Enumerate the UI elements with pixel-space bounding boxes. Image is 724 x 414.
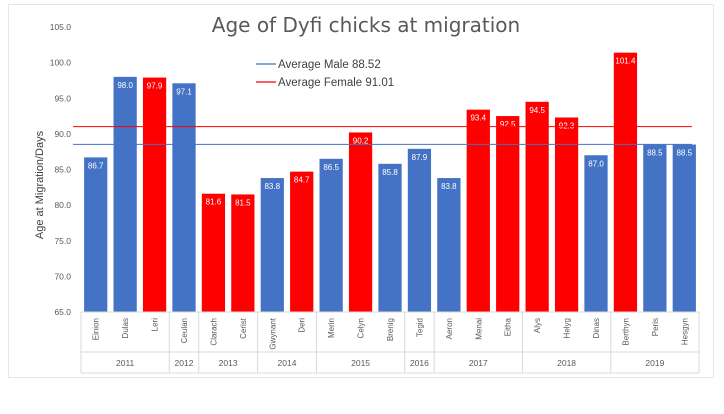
category-label: Dulas — [121, 318, 130, 338]
category-label: Gwynant — [268, 317, 277, 349]
y-tick-label: 100.0 — [50, 58, 72, 68]
category-label: Cerist — [239, 317, 248, 339]
y-tick-label: 85.0 — [54, 165, 71, 175]
bar-value-label: 86.7 — [88, 161, 104, 170]
bar-value-label: 93.4 — [470, 114, 486, 123]
category-label: Eitha — [504, 317, 513, 336]
year-group-label: 2016 — [410, 358, 429, 368]
bar-value-label: 92.3 — [559, 121, 575, 130]
year-group-label: 2019 — [645, 358, 664, 368]
bar-value-label: 87.0 — [588, 159, 604, 168]
y-tick-label: 65.0 — [54, 307, 71, 317]
year-group-label: 2017 — [469, 358, 488, 368]
year-group-label: 2018 — [557, 358, 576, 368]
category-label: Helyg — [563, 318, 572, 338]
bar — [496, 116, 520, 312]
year-group-label: 2013 — [219, 358, 238, 368]
bar-value-label: 87.9 — [412, 153, 428, 162]
bar — [142, 77, 167, 313]
year-group-label: 2015 — [351, 358, 370, 368]
bar-value-label: 88.5 — [647, 149, 663, 158]
bar — [554, 117, 579, 312]
chart-frame: Age of Dyfi chicks at migration Age at M… — [8, 4, 714, 378]
category-label: Brenig — [386, 318, 395, 341]
y-tick-label: 70.0 — [54, 271, 71, 281]
bars: 86.7 98.0 97.9 97.1 81.6 81.5 83.8 84.7 86.5 90.2… — [84, 52, 696, 313]
category-label: Einion — [92, 318, 101, 340]
category-label: Celyn — [357, 318, 366, 338]
bar — [584, 155, 608, 312]
bar — [84, 157, 108, 312]
category-label: Berthyn — [621, 318, 630, 346]
category-label: Aeron — [445, 318, 454, 339]
category-label: Peris — [651, 318, 660, 336]
bar-value-label: 101.4 — [615, 57, 636, 66]
y-tick-label: 90.0 — [54, 129, 71, 139]
y-tick-label: 75.0 — [54, 236, 71, 246]
y-tick-label: 80.0 — [54, 200, 71, 210]
category-label: Tegid — [415, 318, 424, 337]
bar-value-label: 98.0 — [117, 81, 133, 90]
bar — [231, 194, 255, 312]
bar — [407, 148, 432, 312]
category-label: Leri — [151, 318, 160, 332]
category-label: Merin — [327, 318, 336, 338]
legend-entry: Average Male 88.52 — [278, 59, 381, 71]
bar-value-label: 88.5 — [676, 149, 692, 158]
bar-value-label: 83.8 — [441, 182, 457, 191]
bar-value-label: 83.8 — [264, 182, 280, 191]
y-axis-label: Age at Migration/Days — [34, 130, 46, 239]
bar — [525, 101, 549, 312]
bar — [172, 83, 196, 312]
y-axis-ticks: 65.0 70.0 75.0 80.0 85.0 90.0 95.0 100.0 105.0 — [50, 22, 72, 317]
bar-value-label: 90.2 — [353, 136, 369, 145]
bar-value-label: 85.8 — [382, 168, 398, 177]
bar-value-label: 81.5 — [235, 198, 251, 207]
year-group-label: 2012 — [175, 358, 194, 368]
bar — [672, 144, 696, 312]
legend: Average Male 88.52 Average Female 91.01 — [256, 59, 394, 89]
y-tick-label: 105.0 — [50, 22, 72, 32]
year-group-label: 2011 — [116, 358, 135, 368]
legend-entry: Average Female 91.01 — [278, 77, 394, 89]
bar — [260, 178, 284, 312]
bar-value-label: 92.5 — [500, 120, 516, 129]
category-label: Hesgyn — [680, 318, 689, 345]
bar — [201, 193, 226, 312]
category-label: Clarach — [209, 318, 218, 346]
category-label: Alys — [533, 318, 542, 333]
bar — [378, 163, 402, 312]
bar-value-label: 94.5 — [529, 106, 545, 115]
bar — [113, 76, 137, 312]
bar-value-label: 97.1 — [176, 87, 192, 96]
bar — [613, 52, 638, 313]
year-group-label: 2014 — [278, 358, 297, 368]
bar — [319, 158, 343, 312]
bar — [437, 178, 461, 312]
bar-value-label: 86.5 — [323, 163, 339, 172]
category-label: Menai — [474, 318, 483, 340]
bar — [643, 144, 667, 312]
y-tick-label: 95.0 — [54, 93, 71, 103]
reference-lines — [73, 126, 692, 145]
x-axis: Einion Dulas Leri Ceulan Clarach Cerist Gwynan… — [80, 311, 700, 374]
category-label: Dinas — [592, 318, 601, 338]
bar-value-label: 84.7 — [294, 176, 310, 185]
chart-title: Age of Dyfi chicks at migration — [212, 13, 520, 37]
category-label: Ceulan — [180, 318, 189, 343]
bar — [348, 132, 373, 312]
bar — [466, 109, 490, 313]
bar-value-label: 97.9 — [147, 82, 163, 91]
bar-value-label: 81.6 — [206, 198, 222, 207]
category-label: Deri — [298, 318, 307, 333]
bar-chart: Age of Dyfi chicks at migration Age at M… — [34, 13, 700, 374]
bar — [290, 171, 314, 312]
